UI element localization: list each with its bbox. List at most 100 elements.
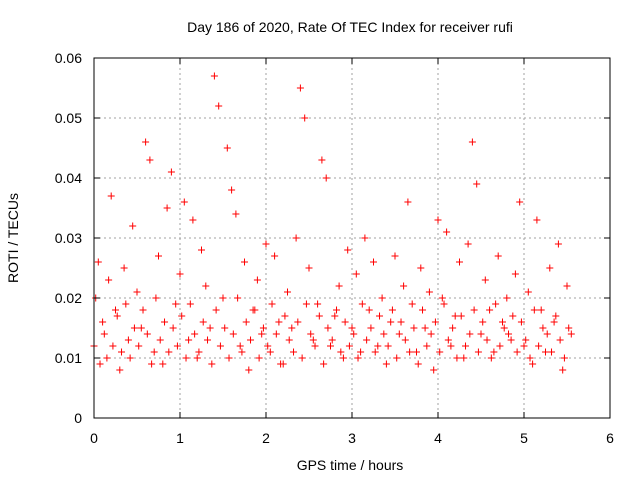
data-point-marker — [552, 312, 560, 320]
data-point-marker — [535, 342, 543, 350]
data-point-marker — [202, 282, 210, 290]
data-point-marker — [406, 348, 414, 356]
x-tick-label: 0 — [90, 430, 98, 446]
data-point-marker — [161, 318, 169, 326]
data-point-marker — [462, 342, 470, 350]
data-point-marker — [477, 330, 485, 338]
data-point-marker — [148, 360, 156, 368]
data-point-marker — [567, 330, 575, 338]
data-point-marker — [247, 336, 255, 344]
data-point-marker — [320, 360, 328, 368]
y-tick-label: 0.06 — [55, 50, 82, 66]
data-point-marker — [333, 306, 341, 314]
data-point-marker — [292, 234, 300, 242]
data-point-marker — [146, 156, 154, 164]
data-point-marker — [198, 246, 205, 254]
data-point-marker — [185, 336, 193, 344]
data-point-marker — [221, 324, 229, 332]
data-point-marker — [318, 156, 326, 164]
data-point-marker — [533, 216, 541, 224]
data-point-marker — [266, 348, 274, 356]
data-point-marker — [367, 324, 375, 332]
data-point-marker — [370, 258, 377, 266]
data-point-marker — [112, 306, 119, 314]
data-point-marker — [268, 300, 276, 308]
data-point-marker — [524, 288, 532, 296]
data-point-marker — [341, 318, 349, 326]
data-point-marker — [223, 144, 231, 152]
data-point-marker — [120, 264, 128, 272]
data-point-marker — [560, 354, 568, 362]
data-point-marker — [204, 336, 212, 344]
data-point-marker — [357, 348, 365, 356]
data-point-marker — [133, 288, 141, 296]
data-point-marker — [99, 318, 107, 326]
y-tick-label: 0.04 — [55, 170, 82, 186]
data-point-marker — [496, 342, 504, 350]
data-point-marker — [172, 300, 180, 308]
data-point-marker — [307, 330, 315, 338]
data-point-marker — [509, 312, 517, 320]
data-point-marker — [460, 354, 468, 362]
data-point-marker — [298, 354, 306, 362]
data-point-marker — [253, 276, 261, 284]
data-point-marker — [470, 306, 478, 314]
data-point-marker — [156, 336, 164, 344]
data-point-marker — [431, 318, 439, 326]
data-point-marker — [414, 360, 422, 368]
data-point-marker — [107, 192, 115, 200]
data-point-marker — [522, 336, 530, 344]
data-point-marker — [264, 342, 272, 350]
data-point-marker — [374, 342, 382, 350]
data-point-marker — [464, 240, 472, 248]
data-point-marker — [219, 294, 227, 302]
data-point-marker — [348, 324, 356, 332]
data-point-marker — [565, 324, 573, 332]
data-point-marker — [490, 348, 498, 356]
y-tick-label: 0.05 — [55, 110, 82, 126]
x-tick-label: 5 — [520, 430, 528, 446]
data-point-marker — [163, 204, 171, 212]
data-point-marker — [327, 342, 334, 350]
data-point-marker — [94, 258, 102, 266]
data-point-marker — [417, 264, 425, 272]
data-point-marker — [130, 324, 138, 332]
x-tick-label: 1 — [176, 430, 184, 446]
data-point-marker — [229, 330, 237, 338]
data-point-marker — [380, 330, 388, 338]
data-point-marker — [494, 252, 502, 260]
data-point-marker — [511, 270, 519, 278]
data-point-marker — [143, 330, 151, 338]
data-point-marker — [173, 342, 181, 350]
data-point-marker — [384, 342, 392, 350]
data-point-marker — [543, 330, 551, 338]
data-point-marker — [453, 354, 461, 362]
data-point-marker — [328, 336, 336, 344]
data-point-marker — [294, 318, 302, 326]
data-point-marker — [376, 312, 384, 320]
data-point-marker — [468, 138, 476, 146]
data-point-marker — [225, 354, 233, 362]
data-point-marker — [473, 180, 481, 188]
data-point-marker — [371, 348, 379, 356]
data-point-marker — [400, 282, 408, 290]
y-axis-label: ROTI / TECUs — [5, 193, 21, 283]
data-point-marker — [258, 330, 266, 338]
data-point-marker — [479, 318, 487, 326]
data-point-marker — [503, 294, 511, 302]
data-point-marker — [505, 330, 513, 338]
data-point-marker — [456, 258, 463, 266]
data-point-marker — [457, 312, 465, 320]
data-point-marker — [487, 354, 495, 362]
data-point-marker — [241, 258, 248, 266]
data-point-marker — [301, 114, 309, 122]
data-point-marker — [109, 342, 117, 350]
data-point-marker — [305, 264, 313, 272]
y-tick-label: 0 — [74, 410, 82, 426]
data-point-marker — [335, 282, 343, 290]
data-point-marker — [290, 348, 298, 356]
data-point-marker — [165, 348, 173, 356]
data-point-marker — [397, 318, 405, 326]
data-point-marker — [236, 342, 244, 350]
data-point-marker — [281, 312, 289, 320]
